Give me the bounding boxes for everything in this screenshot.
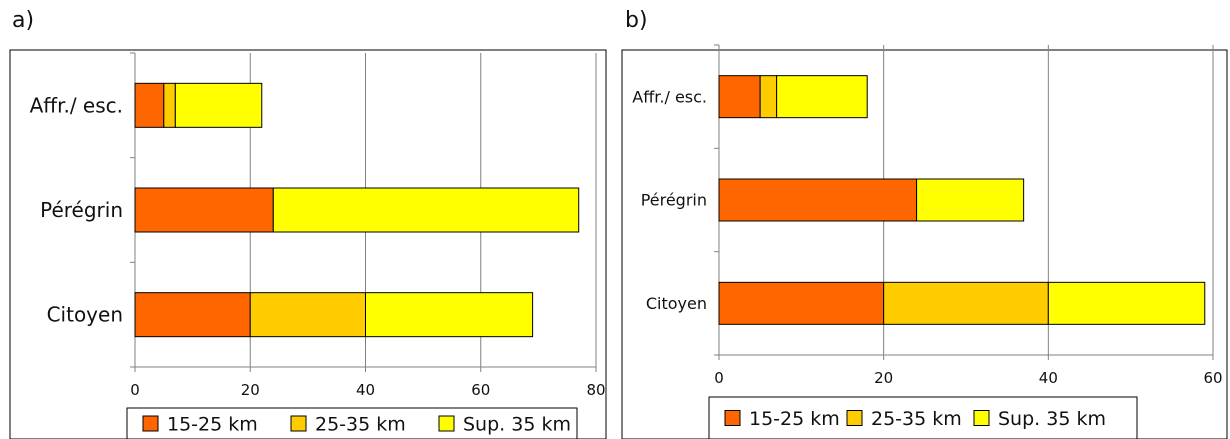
- category-label-a-1: Pérégrin: [40, 198, 123, 222]
- bar-b-0-0: [718, 75, 761, 119]
- chart-a: 0 20 40 60 80 Affr./ esc. Pérégrin Citoyen 15-25…: [9, 49, 607, 439]
- x-tick-label-a-4: 80: [586, 381, 605, 399]
- panel-label-b: b): [625, 8, 648, 33]
- chart-frame-b: [621, 49, 1228, 439]
- legend-swatch-b-2: [973, 410, 990, 426]
- bar-b-2-2: [1047, 281, 1206, 325]
- legend-b: [708, 396, 1138, 439]
- panel-label-a: a): [12, 8, 35, 33]
- chart-b: 0 20 40 60 Affr./ esc. Pérégrin Citoyen 15-25 k…: [621, 44, 1228, 439]
- legend-label-a-0: 15-25 km: [167, 414, 258, 436]
- x-tick-label-b-1: 20: [874, 369, 893, 387]
- bar-a-0-0: [134, 82, 165, 128]
- x-tick-label-b-0: 0: [714, 369, 724, 387]
- legend-label-a-1: 25-35 km: [315, 414, 406, 436]
- x-tick-label-b-2: 40: [1039, 369, 1058, 387]
- bar-a-2-2: [365, 292, 534, 338]
- legend-label-b-1: 25-35 km: [871, 408, 962, 430]
- category-label-b-0: Affr./ esc.: [632, 87, 707, 106]
- bar-b-0-2: [776, 75, 868, 119]
- x-tick-label-a-2: 40: [356, 381, 375, 399]
- x-tick-label-b-3: 60: [1203, 369, 1222, 387]
- legend-swatch-b-0: [724, 410, 741, 426]
- legend-swatch-a-0: [142, 415, 159, 432]
- bar-b-1-2: [916, 178, 1025, 222]
- chart-panel-b: b) 0 20 40 60 Affr./ esc. Pérégrin Citoyen 15-2…: [615, 0, 1230, 439]
- bar-a-0-1: [163, 82, 176, 128]
- bar-b-2-0: [718, 281, 885, 325]
- legend-a: [126, 407, 578, 439]
- bar-b-2-1: [883, 281, 1049, 325]
- bar-a-2-0: [134, 292, 251, 338]
- legend-label-b-2: Sup. 35 km: [998, 408, 1106, 430]
- chart-frame-a: [9, 49, 607, 439]
- category-label-a-2: Citoyen: [47, 303, 123, 327]
- category-label-b-1: Pérégrin: [641, 191, 707, 210]
- bar-b-1-0: [718, 178, 918, 222]
- legend-swatch-a-2: [438, 415, 455, 432]
- x-tick-label-a-3: 60: [471, 381, 490, 399]
- bar-a-1-2: [272, 187, 580, 233]
- legend-label-b-0: 15-25 km: [749, 408, 840, 430]
- legend-swatch-a-1: [290, 415, 307, 432]
- chart-panel-a: a) 0 20 40 60 80 Affr./ esc. Pérégrin Citoyen 15…: [0, 0, 610, 439]
- category-label-b-2: Citoyen: [646, 294, 707, 313]
- category-label-a-0: Affr./ esc.: [30, 93, 123, 117]
- legend-label-a-2: Sup. 35 km: [463, 414, 571, 436]
- x-tick-label-a-1: 20: [241, 381, 260, 399]
- bar-b-0-1: [759, 75, 778, 119]
- legend-swatch-b-1: [846, 410, 863, 426]
- bar-a-1-0: [134, 187, 274, 233]
- bar-a-2-1: [249, 292, 366, 338]
- bar-a-0-2: [174, 82, 263, 128]
- x-tick-label-a-0: 0: [130, 381, 140, 399]
